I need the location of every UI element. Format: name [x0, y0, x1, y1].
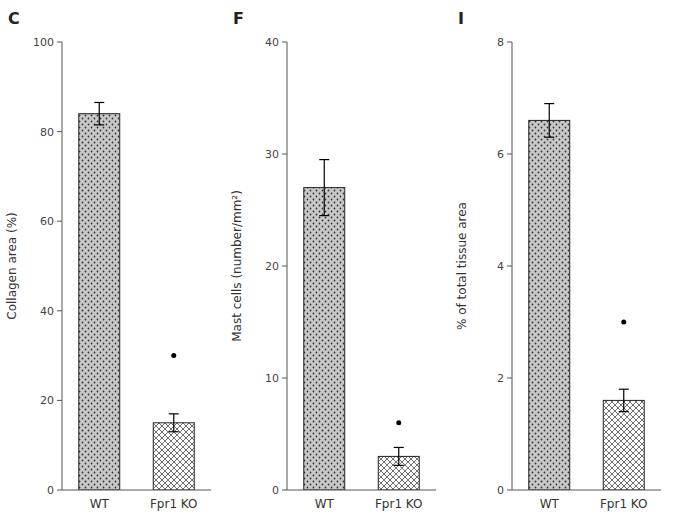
outlier-point: [621, 320, 626, 325]
y-tick-label: 6: [497, 148, 504, 161]
y-tick: [57, 400, 62, 401]
y-tick-label: 20: [40, 394, 54, 407]
y-axis-line: [512, 42, 513, 490]
x-tick-label: Fpr1 KO: [150, 497, 198, 511]
figure: CCollagen area (%)020406080100WTFpr1 KOF…: [0, 0, 675, 530]
y-tick: [507, 266, 512, 267]
y-tick-label: 40: [265, 36, 279, 49]
x-tick-label: WT: [315, 497, 335, 511]
y-axis-line: [62, 42, 63, 490]
panel-title: C: [8, 9, 20, 28]
error-bar-cap: [619, 411, 629, 412]
y-tick: [507, 490, 512, 491]
error-bar-stem: [623, 389, 624, 411]
panel: F Mast cells (number/mm²) 0 10 20 30 40 WT Fpr1 …: [230, 9, 436, 511]
y-tick-label: 60: [40, 215, 54, 228]
error-bar-cap: [94, 124, 104, 125]
x-tick-label: WT: [540, 497, 560, 511]
error-bar-cap: [394, 465, 404, 466]
bar: [603, 400, 644, 490]
y-axis-line: [287, 42, 288, 490]
y-tick: [507, 154, 512, 155]
error-bar-stem: [173, 414, 174, 432]
error-bar: [544, 104, 554, 138]
error-bar-cap: [544, 103, 554, 104]
y-tick: [57, 310, 62, 311]
x-axis-line: [287, 490, 436, 491]
error-bar-cap: [319, 159, 329, 160]
y-tick: [507, 378, 512, 379]
error-bar-cap: [169, 413, 179, 414]
x-axis-line: [512, 490, 661, 491]
bar: [304, 188, 345, 490]
plot-marks: [79, 102, 194, 490]
y-tick-label: 0: [497, 484, 504, 497]
y-axis-label: % of total tissue area: [455, 202, 469, 330]
error-bar: [94, 102, 104, 124]
y-tick: [282, 490, 287, 491]
y-tick: [282, 378, 287, 379]
y-tick: [57, 221, 62, 222]
error-bar-cap: [394, 447, 404, 448]
error-bar: [619, 389, 629, 411]
error-bar-stem: [324, 160, 325, 216]
y-tick: [57, 490, 62, 491]
plot-marks: [529, 104, 644, 490]
error-bar-cap: [544, 137, 554, 138]
error-bar-cap: [169, 431, 179, 432]
y-tick-label: 0: [47, 484, 54, 497]
y-tick: [282, 266, 287, 267]
error-bar-cap: [94, 102, 104, 103]
x-tick-label: WT: [90, 497, 110, 511]
x-tick-label: Fpr1 KO: [375, 497, 423, 511]
outlier-point: [396, 420, 401, 425]
y-tick-label: 0: [272, 484, 279, 497]
y-tick: [282, 42, 287, 43]
y-tick-label: 40: [40, 305, 54, 318]
error-bar-cap: [319, 215, 329, 216]
panel: C Collagen area (%) 0 20 40 60 80 100 WT Fpr1 KO: [5, 9, 211, 511]
y-tick-label: 2: [497, 372, 504, 385]
page: {"chart_data": [ {"type": "bar", "title"…: [0, 0, 675, 530]
y-axis-label: Mast cells (number/mm²): [230, 190, 244, 342]
plot-marks: [304, 160, 419, 490]
x-axis-line: [62, 490, 211, 491]
y-tick-label: 4: [497, 260, 504, 273]
y-tick: [57, 42, 62, 43]
y-tick-label: 8: [497, 36, 504, 49]
error-bar-cap: [619, 389, 629, 390]
y-axis-label: Collagen area (%): [5, 212, 19, 320]
y-tick: [57, 131, 62, 132]
x-tick-label: Fpr1 KO: [600, 497, 648, 511]
bar: [529, 120, 570, 490]
error-bar-stem: [398, 447, 399, 465]
error-bar-stem: [99, 102, 100, 124]
y-tick: [507, 42, 512, 43]
outlier-point: [171, 353, 176, 358]
panel: I % of total tissue area 0 2 4 6 8 WT Fpr1 KO: [455, 9, 661, 511]
bar: [153, 423, 194, 490]
y-tick-label: 20: [265, 260, 279, 273]
error-bar: [394, 447, 404, 465]
error-bar: [319, 160, 329, 216]
bar: [79, 114, 120, 490]
y-tick-label: 100: [33, 36, 54, 49]
y-tick-label: 80: [40, 126, 54, 139]
y-tick: [282, 154, 287, 155]
y-tick-label: 10: [265, 372, 279, 385]
panel-title: I: [458, 9, 464, 28]
panel-title: F: [233, 9, 244, 28]
error-bar-stem: [549, 104, 550, 138]
error-bar: [169, 414, 179, 432]
y-tick-label: 30: [265, 148, 279, 161]
